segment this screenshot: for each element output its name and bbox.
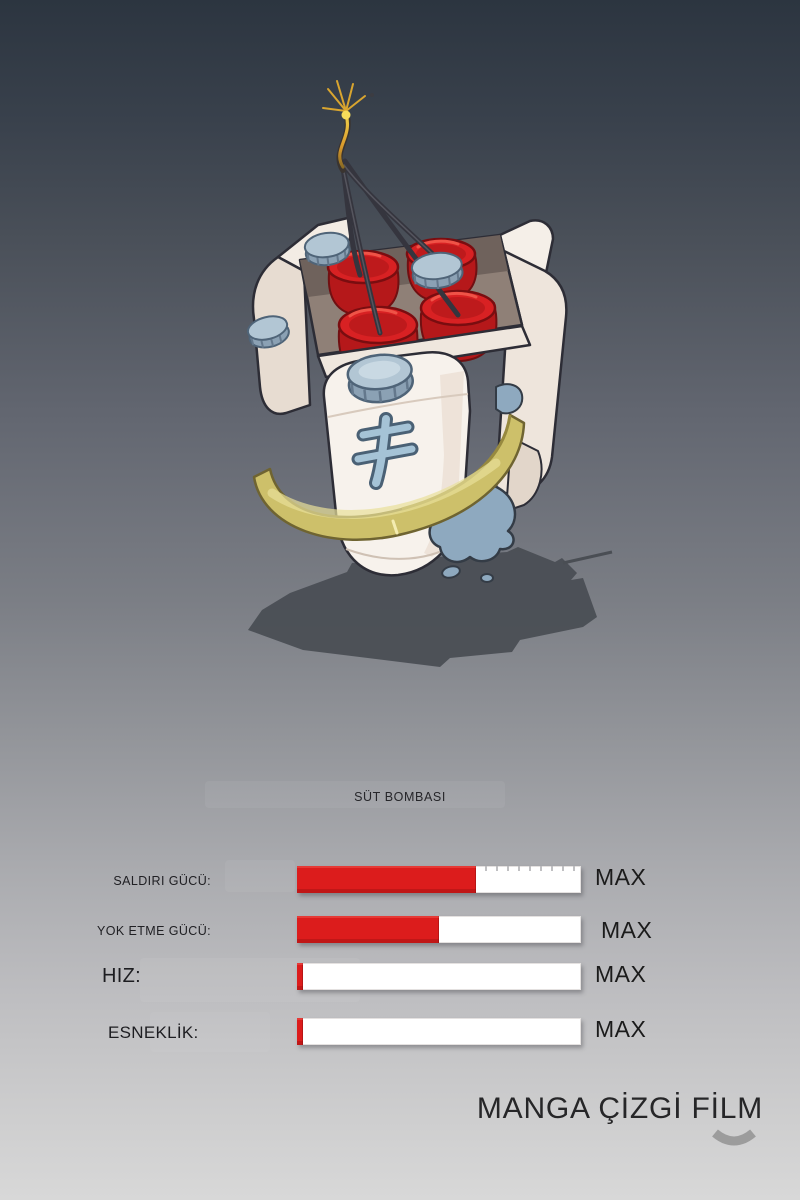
stat-bar-fill [297, 1018, 303, 1045]
max-label: MAX [601, 917, 653, 943]
smile-arc-icon [712, 1129, 756, 1146]
cap-center-large [346, 353, 414, 404]
highlight-patch [205, 781, 505, 808]
stat-bar-fill [297, 866, 476, 893]
stat-bar-fill [297, 963, 303, 990]
stat-row-destruction-power: YOK ETME GÜCÜ: MAX [0, 916, 800, 943]
carton-seam-top [327, 393, 469, 418]
stat-label: YOK ETME GÜCÜ: [97, 924, 211, 938]
milk-carton-bomb-illustration [246, 80, 613, 667]
cap-top-left [303, 231, 351, 267]
stat-row-attack-power: SALDIRI GÜCÜ: MAX [0, 864, 800, 893]
max-label: MAX [595, 864, 647, 890]
cap-top-right [410, 251, 464, 290]
stat-label: ESNEKLİK: [108, 1023, 199, 1042]
fuse-wires [339, 158, 461, 336]
spark-glow [341, 110, 351, 120]
stat-bar-track [297, 1018, 581, 1045]
cap-left-wing [246, 315, 290, 349]
ground-shadow [248, 547, 613, 667]
spark-icon [322, 80, 366, 112]
stat-row-speed: HIZ: MAX [0, 961, 800, 990]
stat-bar-track [297, 866, 581, 893]
stat-bar-track [297, 963, 581, 990]
carton-flap-top-right [498, 219, 555, 275]
bar-tick-marks [475, 866, 579, 871]
stat-row-flexibility: ESNEKLİK: MAX [0, 1016, 800, 1045]
max-label: MAX [595, 1016, 647, 1042]
max-label: MAX [595, 961, 647, 987]
fuse-shadow-line [562, 550, 613, 565]
spark-fleck [370, 93, 374, 97]
page-title: SÜT BOMBASI [354, 790, 446, 804]
carton-bomb-group [246, 80, 568, 583]
milk-splash-small [495, 383, 524, 415]
milk-glyph-splash [351, 412, 419, 490]
brand-text: MANGA ÇİZGİ FİLM [476, 1092, 763, 1125]
band-glint [391, 519, 399, 535]
canister-front-right [419, 289, 498, 363]
highlight-patch [150, 1012, 270, 1052]
stat-label: SALDIRI GÜCÜ: [113, 874, 211, 888]
lit-fuse [322, 80, 374, 173]
bottle-caps [246, 231, 464, 404]
stat-bar-track [297, 916, 581, 943]
stat-bar-fill [297, 916, 439, 943]
stat-label: HIZ: [102, 965, 141, 987]
rubber-band [252, 413, 526, 541]
highlight-patch [225, 860, 295, 892]
